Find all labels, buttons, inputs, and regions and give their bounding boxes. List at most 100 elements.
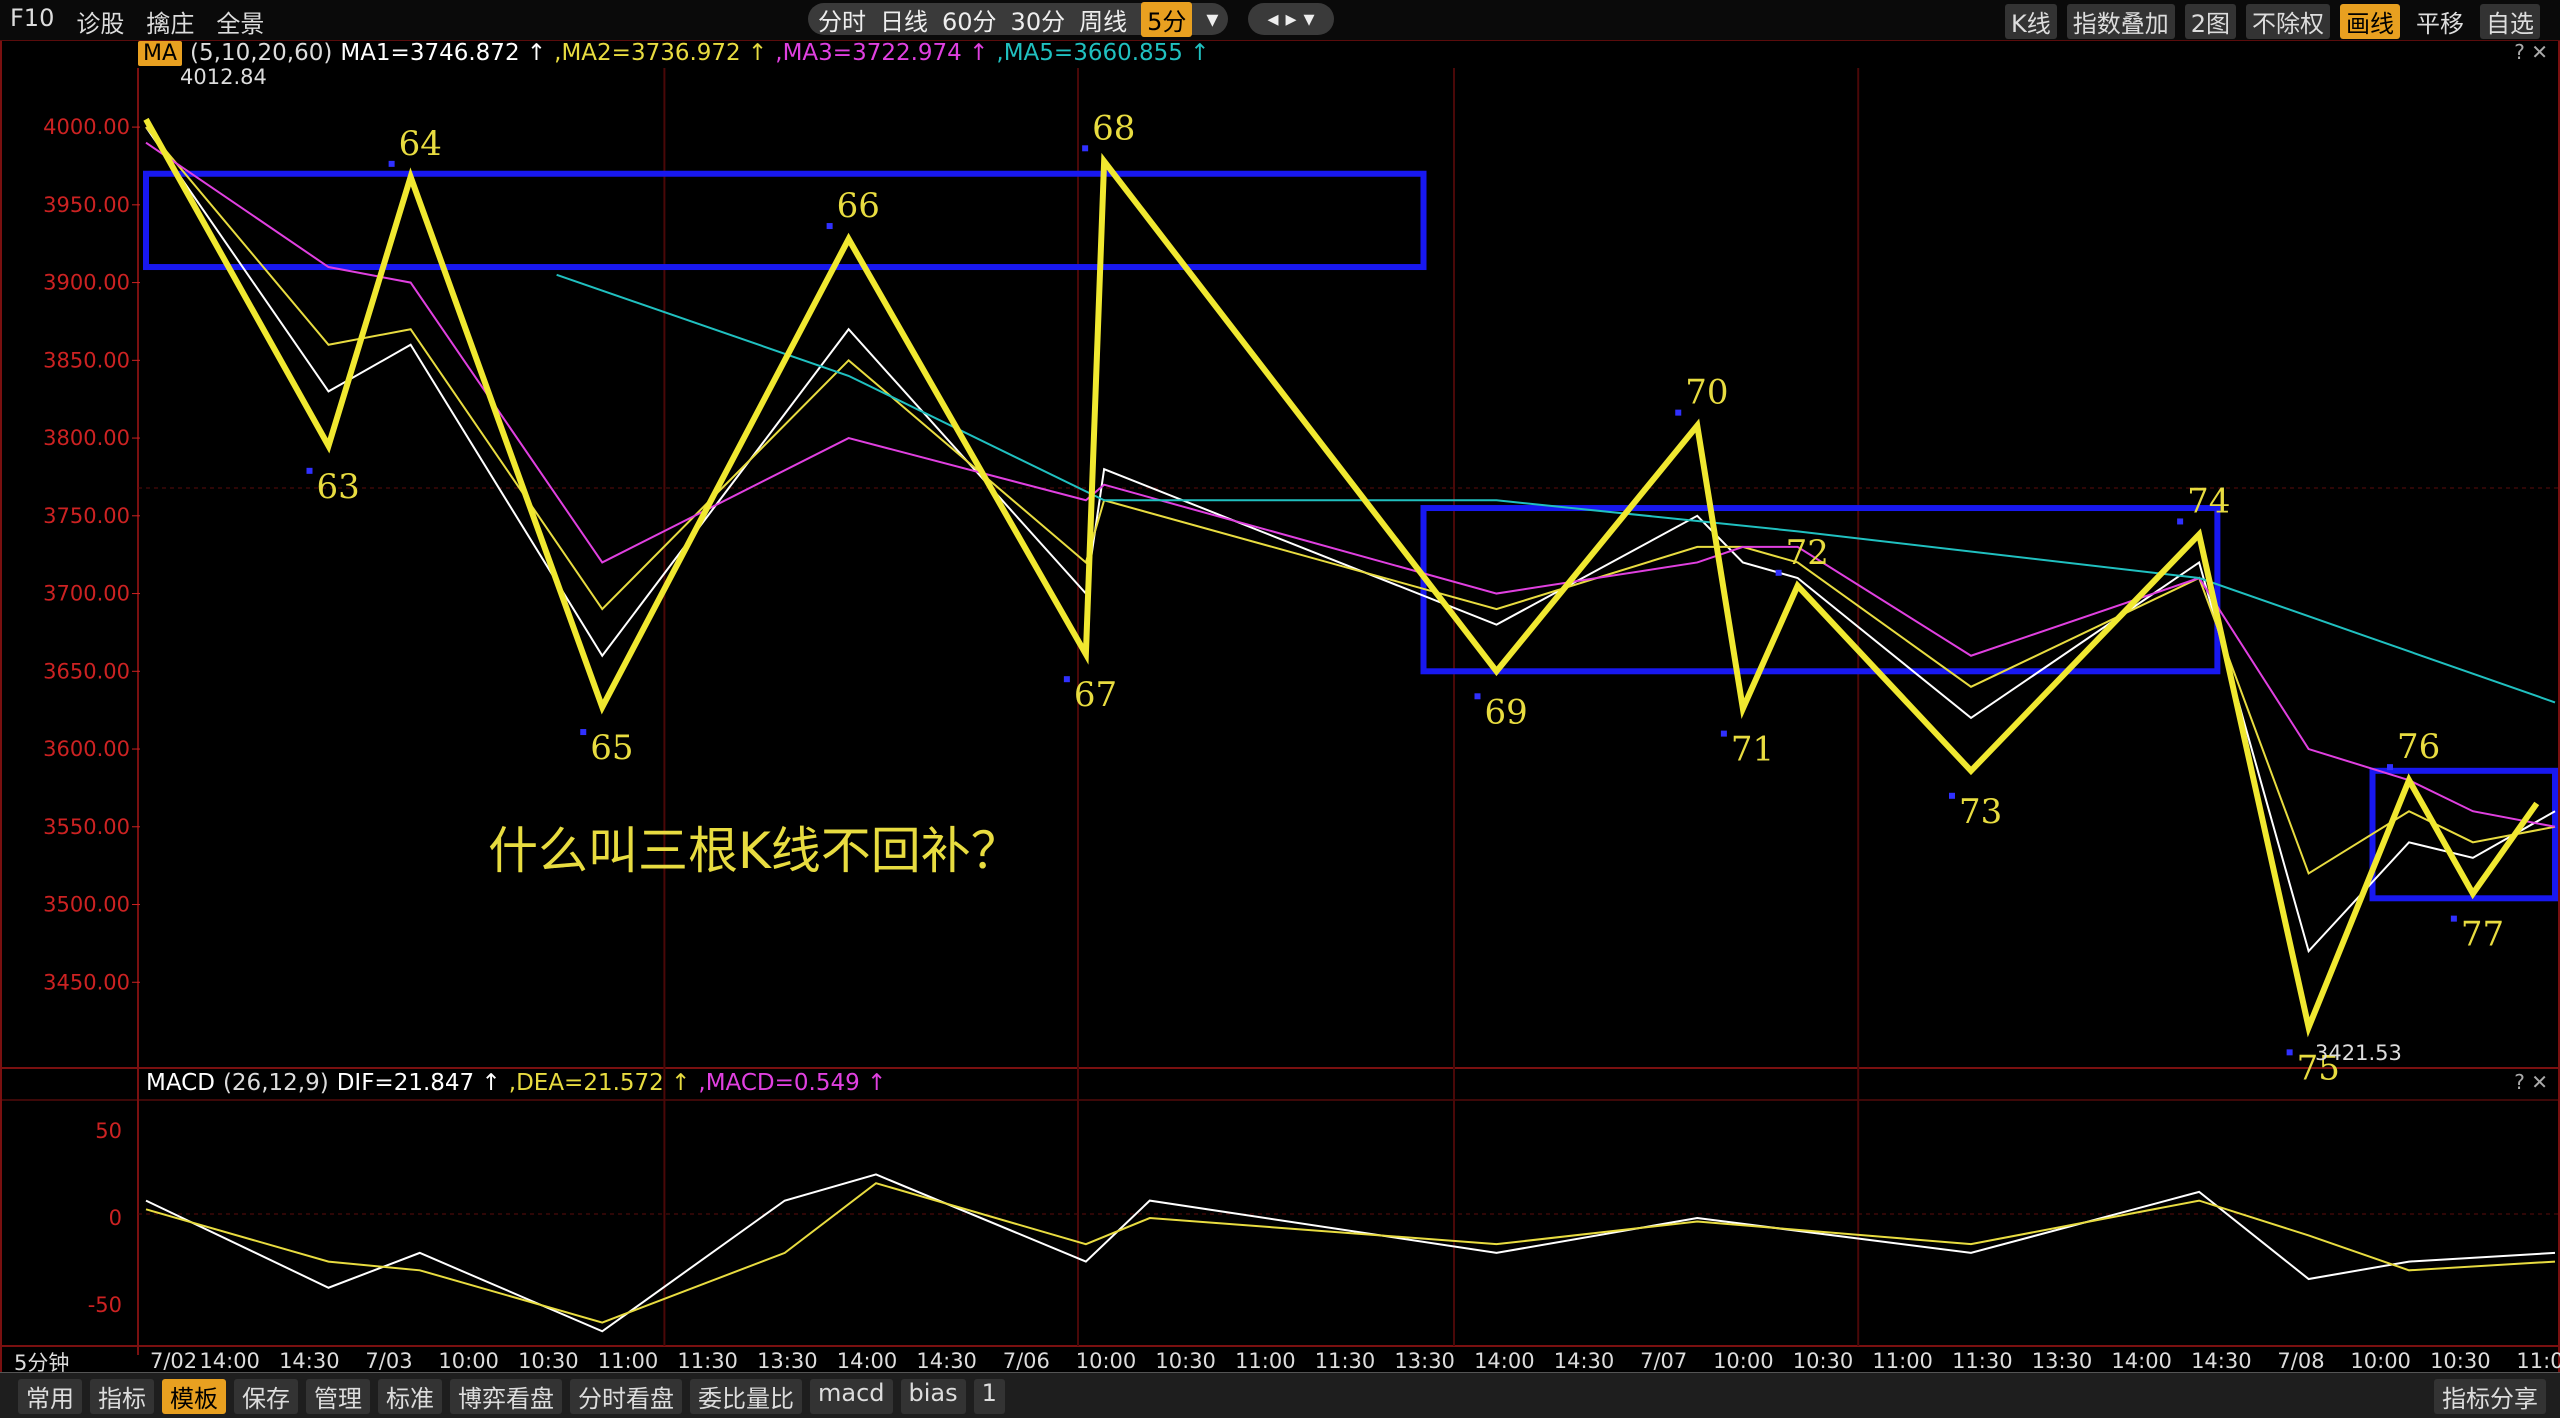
bottom-bid-ratio[interactable]: 委比量比	[690, 1379, 802, 1414]
ma-line-ma1	[145, 126, 2556, 954]
period-5min[interactable]: 5分	[1141, 1, 1193, 37]
time-tick-label: 14:30	[279, 1349, 340, 1372]
pan-button[interactable]: 平移	[2416, 10, 2464, 38]
ma1-value: MA1=3746.872 ↑	[340, 40, 547, 66]
time-tick-label: 10:00	[2350, 1349, 2411, 1372]
price-tick-label: 3650.00	[43, 659, 130, 683]
ma-line-ma3	[145, 141, 2556, 828]
price-tick-label: 3850.00	[43, 348, 130, 372]
period-intraday[interactable]: 分时	[818, 7, 866, 36]
pivot-marker	[1720, 730, 1727, 737]
time-tick-label: 10:30	[1793, 1349, 1854, 1372]
moving-average-lines	[145, 126, 2556, 954]
time-tick-label: 14:30	[1554, 1349, 1615, 1372]
pivot-marker	[2177, 518, 2184, 525]
time-tick-label: 13:30	[2032, 1349, 2093, 1372]
pivot-marker	[2286, 1049, 2293, 1056]
time-tick-label: 7/06	[1003, 1349, 1050, 1372]
macd-tick-label: -50	[88, 1293, 122, 1317]
ma-line-ma2	[145, 126, 2556, 875]
scroll-arrows[interactable]: ◂ ▸ ▾	[1248, 3, 1334, 35]
time-tick-label: 7/08	[2277, 1349, 2324, 1372]
pivot-marker	[388, 160, 395, 167]
time-tick-label: 11:30	[1952, 1349, 2013, 1372]
ma3-value: ,MA3=3722.974 ↑	[775, 40, 989, 66]
time-tick-label: 7/03	[365, 1349, 412, 1372]
pivot-marker	[826, 223, 833, 230]
catch-dealer-button[interactable]: 擒庄	[146, 10, 195, 38]
macd-tick-label: 0	[109, 1206, 122, 1230]
time-tick-label: 14:30	[916, 1349, 977, 1372]
bottom-common[interactable]: 常用	[18, 1379, 82, 1414]
pivot-marker	[306, 467, 313, 474]
pivot-marker	[1775, 569, 1782, 576]
pivot-marker	[1063, 676, 1070, 683]
time-tick-label: 10:30	[1155, 1349, 1216, 1372]
time-tick-label: 11:30	[1315, 1349, 1376, 1372]
no-adjust-button[interactable]: 不除权	[2246, 4, 2330, 39]
two-charts-button[interactable]: 2图	[2184, 4, 2236, 39]
pivot-label-72: 72	[1786, 533, 1829, 573]
top-toolbar: F10 诊股 擒庄 全景 分时 日线 60分 30分 周线 5分 ▾ ◂ ▸ ▾…	[0, 0, 2560, 41]
period-weekly[interactable]: 周线	[1079, 7, 1128, 36]
annotation-text: 什么叫三根K线不回补？	[488, 822, 1021, 880]
bottom-one[interactable]: 1	[973, 1379, 1005, 1414]
top-panel-controls[interactable]: ? ✕	[2514, 40, 2548, 64]
bottom-standard[interactable]: 标准	[378, 1379, 442, 1414]
ma-params: (5,10,20,60)	[190, 40, 333, 66]
panorama-button[interactable]: 全景	[216, 10, 265, 38]
chevron-down-icon[interactable]: ▾	[1206, 5, 1219, 33]
price-tick-label: 3550.00	[43, 815, 130, 839]
time-tick-label: 10:30	[518, 1349, 579, 1372]
bottom-template[interactable]: 模板	[162, 1379, 226, 1414]
bottom-save[interactable]: 保存	[234, 1379, 298, 1414]
period-60min[interactable]: 60分	[942, 7, 997, 36]
bottom-intraday-view[interactable]: 分时看盘	[570, 1379, 682, 1414]
macd-indicator-button[interactable]: MACD	[146, 1070, 215, 1096]
watchlist-button[interactable]: 自选	[2480, 4, 2540, 39]
kline-button[interactable]: K线	[2004, 4, 2057, 39]
bottom-toolbar: 常用 指标 模板 保存 管理 标准 博弈看盘 分时看盘 委比量比 macd bi…	[0, 1372, 2560, 1418]
time-tick-label: 11:00	[598, 1349, 659, 1372]
draw-line-button[interactable]: 画线	[2340, 4, 2400, 39]
pivot-label-65: 65	[590, 728, 633, 768]
index-overlay-button[interactable]: 指数叠加	[2066, 4, 2175, 39]
macd-line-dif	[145, 1173, 2556, 1333]
bottom-manage[interactable]: 管理	[306, 1379, 370, 1414]
ma-indicator-button[interactable]: MA	[138, 40, 183, 66]
macd-lines	[145, 1173, 2556, 1333]
macd-axis-labels: 50 0 -50	[88, 1119, 122, 1317]
diagnose-button[interactable]: 诊股	[76, 10, 125, 38]
dea-value: ,DEA=21.572 ↑	[508, 1070, 691, 1096]
pivot-marker	[1474, 693, 1481, 700]
period-selector: 分时 日线 60分 30分 周线 5分 ▾	[808, 1, 1229, 37]
time-tick-label: 14:00	[1474, 1349, 1535, 1372]
ma2-value: ,MA2=3736.972 ↑	[554, 40, 768, 66]
pivot-marker	[1675, 409, 1682, 416]
period-30min[interactable]: 30分	[1010, 7, 1066, 36]
f10-button[interactable]: F10	[10, 4, 55, 32]
price-tick-label: 4000.00	[43, 115, 130, 139]
time-tick-label: 10:30	[2430, 1349, 2491, 1372]
indicator-share-button[interactable]: 指标分享	[2434, 1379, 2546, 1414]
bottom-indicator[interactable]: 指标	[90, 1379, 154, 1414]
bottom-game-view[interactable]: 博弈看盘	[450, 1379, 562, 1414]
macd-line-dea	[145, 1182, 2556, 1324]
range-box-1	[143, 170, 1427, 271]
low-price-label: 3421.53	[2315, 1041, 2402, 1065]
time-tick-label: 14:30	[2191, 1349, 2252, 1372]
bottom-items: 常用 指标 模板 保存 管理 标准 博弈看盘 分时看盘 委比量比 macd bi…	[18, 1379, 1005, 1414]
price-tick-label: 3450.00	[43, 970, 130, 994]
period-daily[interactable]: 日线	[880, 7, 928, 36]
period-label: 5分钟	[14, 1351, 70, 1375]
bottom-bias[interactable]: bias	[900, 1379, 966, 1414]
price-tick-label: 3500.00	[43, 893, 130, 917]
chart-canvas[interactable]: 4000.00 3950.00 3900.00 3850.00 3800.00 3750.…	[0, 0, 2560, 1372]
bottom-macd[interactable]: macd	[810, 1379, 893, 1414]
pivot-marker	[2387, 764, 2393, 771]
pivot-marker	[2450, 915, 2457, 922]
pivot-label-64: 64	[399, 124, 442, 164]
pivot-label-63: 63	[317, 467, 360, 507]
panel-controls[interactable]: ? ✕	[2514, 1070, 2548, 1094]
pivot-label-75: 75	[2297, 1048, 2340, 1088]
